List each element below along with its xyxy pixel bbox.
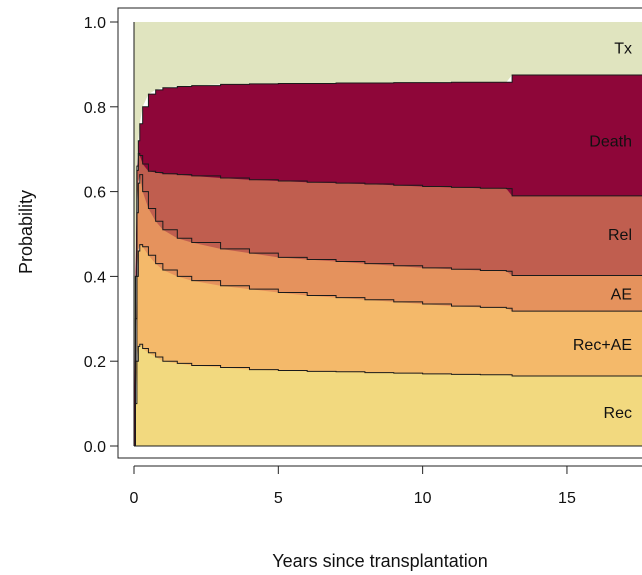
band-boundary-lines (133, 22, 642, 447)
band-ae (134, 174, 642, 446)
y-tick-label: 0.4 (84, 269, 106, 286)
y-axis: 0.0 0.2 0.4 0.6 0.8 1.0 (84, 15, 118, 456)
boundary-line-ae (134, 174, 642, 447)
band-label-rec-ae: Rec+AE (573, 337, 632, 354)
y-tick-label: 0.2 (84, 354, 106, 371)
x-tick-label: 10 (414, 490, 432, 507)
y-tick-label: 0.0 (84, 439, 106, 456)
boundary-line-death (134, 74, 642, 447)
band-rec-ae (134, 244, 642, 446)
band-label-ae: AE (611, 286, 632, 303)
boundary-line-rec (134, 343, 642, 447)
y-axis-title: Probability (16, 190, 36, 274)
boundary-line-rec-ae (134, 244, 642, 447)
band-labels: Rec Rec+AE AE Rel Death Tx (573, 40, 632, 422)
y-tick-label: 0.8 (84, 100, 106, 117)
x-axis-title: Years since transplantation (272, 551, 487, 571)
band-rel (134, 153, 642, 446)
band-tx (134, 22, 642, 446)
x-tick-label: 15 (558, 490, 576, 507)
plot-frame (117, 7, 642, 459)
band-label-rec: Rec (604, 405, 632, 422)
band-death (134, 75, 642, 446)
stacked-area-bands (134, 22, 642, 446)
y-tick-label: 1.0 (84, 15, 106, 32)
x-tick-label: 5 (274, 490, 283, 507)
x-tick-label: 0 (130, 490, 139, 507)
band-label-death: Death (589, 134, 632, 151)
band-label-tx: Tx (614, 40, 632, 57)
y-tick-label: 0.6 (84, 185, 106, 202)
boundary-line-rel (134, 152, 642, 447)
x-axis: 0 5 10 15 (130, 465, 642, 507)
band-label-rel: Rel (608, 227, 632, 244)
